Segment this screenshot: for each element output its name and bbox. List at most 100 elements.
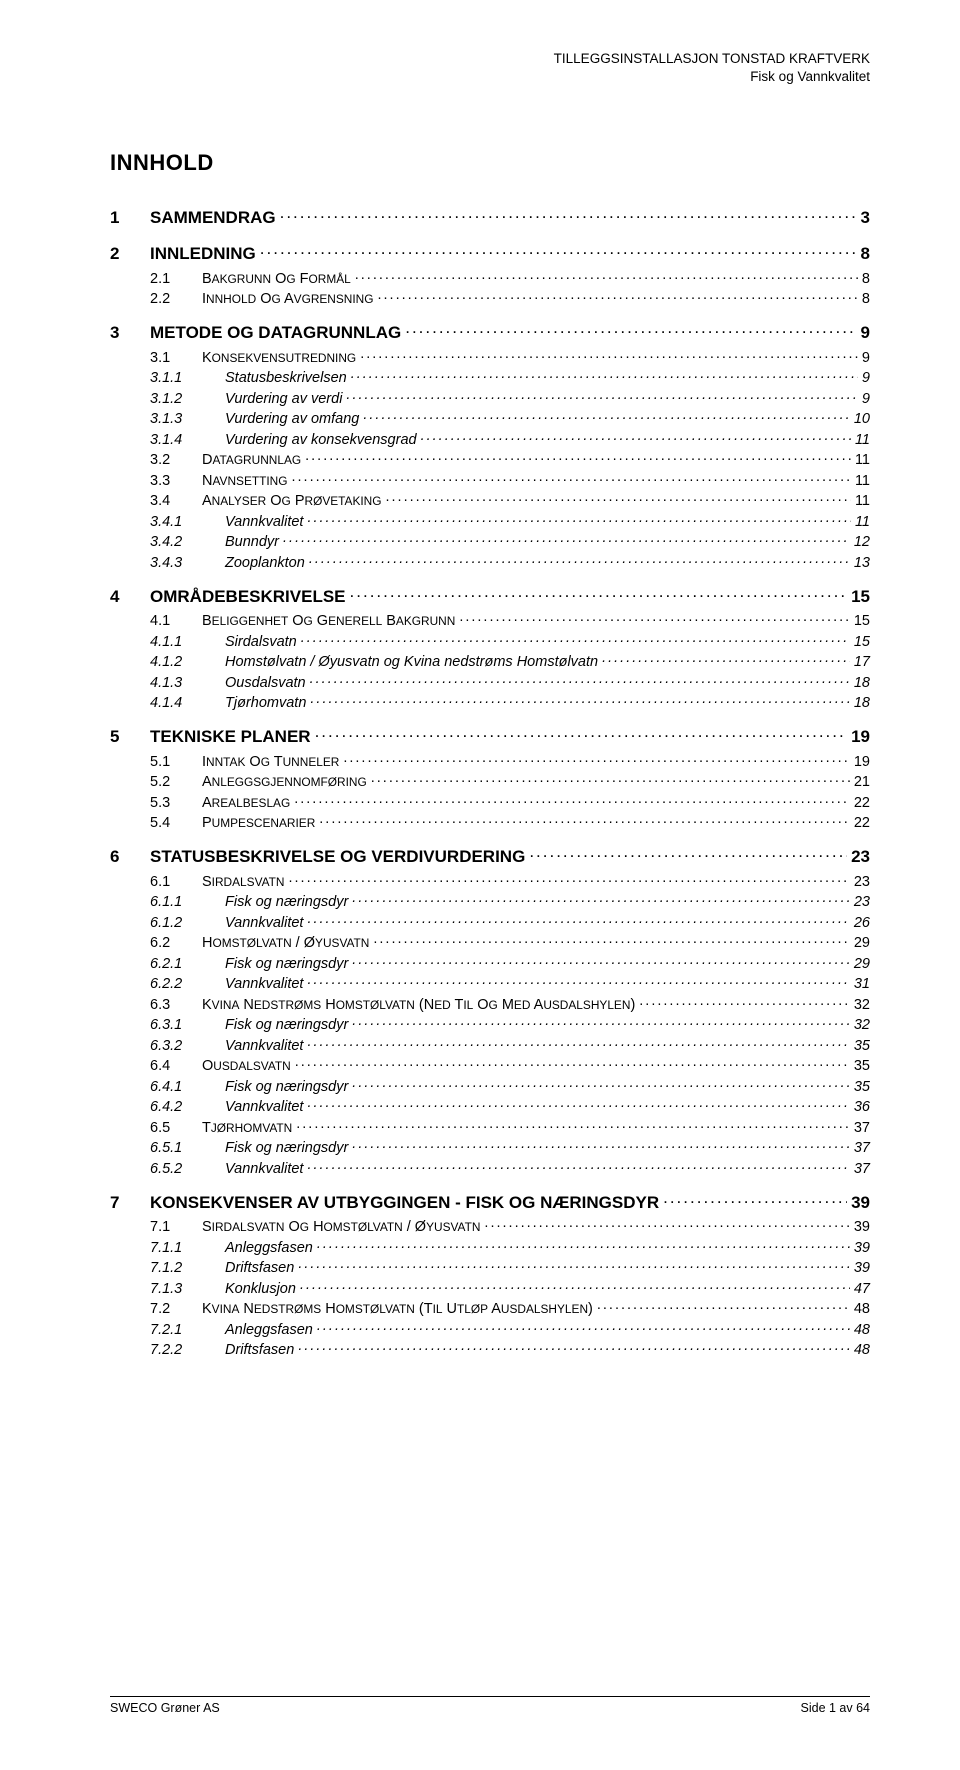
toc-entry[interactable]: 4.1.1Sirdalsvatn15 xyxy=(150,631,870,650)
toc-entry-page: 8 xyxy=(862,291,870,307)
toc-entry-text: Vannkvalitet xyxy=(225,1161,303,1177)
toc-entry[interactable]: 6.4OUSDALSVATN35 xyxy=(150,1056,870,1075)
toc-entry[interactable]: 3.2DATAGRUNNLAG11 xyxy=(150,450,870,469)
toc-entry[interactable]: 3.4.1Vannkvalitet11 xyxy=(150,511,870,530)
toc-entry[interactable]: 5.1INNTAK OG TUNNELER19 xyxy=(150,751,870,770)
toc-entry-page: 23 xyxy=(851,847,870,867)
toc-entry-page: 11 xyxy=(855,473,870,489)
toc-entry-page: 18 xyxy=(854,675,870,691)
toc-entry[interactable]: 6.2HOMSTØLVATN / ØYUSVATN29 xyxy=(150,933,870,952)
toc-entry-number: 4.1.2 xyxy=(150,654,225,670)
toc-entry[interactable]: 3.4.3Zooplankton13 xyxy=(150,552,870,571)
toc-entry[interactable]: 6.1.1Fisk og næringsdyr23 xyxy=(150,892,870,911)
toc-leader-dots xyxy=(309,552,850,567)
toc-entry[interactable]: 6.2.2Vannkvalitet31 xyxy=(150,974,870,993)
toc-entry[interactable]: 2INNLEDNING8 xyxy=(110,242,870,264)
toc-leader-dots xyxy=(352,892,850,907)
toc-entry[interactable]: 3.1.1Statusbeskrivelsen9 xyxy=(150,368,870,387)
toc-entry[interactable]: 6.5.1Fisk og næringsdyr37 xyxy=(150,1138,870,1157)
toc-entry-number: 5.4 xyxy=(150,815,202,831)
toc-entry[interactable]: 6.3.2Vannkvalitet35 xyxy=(150,1035,870,1054)
toc-entry-number: 3.1.4 xyxy=(150,432,225,448)
toc-leader-dots xyxy=(307,912,849,927)
toc-entry[interactable]: 6.3KVINA NEDSTRØMS HOMSTØLVATN (NED TIL … xyxy=(150,994,870,1013)
toc-entry[interactable]: 3.3NAVNSETTING11 xyxy=(150,470,870,489)
toc-entry[interactable]: 7.2.2Driftsfasen48 xyxy=(150,1340,870,1359)
toc-entry-page: 9 xyxy=(862,350,870,366)
toc-entry[interactable]: 4.1.3Ousdalsvatn18 xyxy=(150,672,870,691)
toc-entry[interactable]: 5.2ANLEGGSGJENNOMFØRING21 xyxy=(150,772,870,791)
toc-entry[interactable]: 6.4.1Fisk og næringsdyr35 xyxy=(150,1076,870,1095)
toc-entry[interactable]: 3.4.2Bunndyr12 xyxy=(150,532,870,551)
toc-leader-dots xyxy=(355,268,858,283)
toc-entry[interactable]: 6.4.2Vannkvalitet36 xyxy=(150,1097,870,1116)
toc-leader-dots xyxy=(352,1138,850,1153)
toc-entry[interactable]: 5TEKNISKE PLANER19 xyxy=(110,725,870,747)
toc-entry[interactable]: 7KONSEKVENSER AV UTBYGGINGEN - FISK OG N… xyxy=(110,1191,870,1213)
toc-entry-text: TJØRHOMVATN xyxy=(202,1120,292,1136)
toc-entry[interactable]: 6.3.1Fisk og næringsdyr32 xyxy=(150,1015,870,1034)
toc-entry[interactable]: 3.1.2Vurdering av verdi9 xyxy=(150,388,870,407)
toc-entry[interactable]: 3.1.4Vurdering av konsekvensgrad11 xyxy=(150,429,870,448)
toc-entry[interactable]: 4.1.4Tjørhomvatn18 xyxy=(150,693,870,712)
toc-leader-dots xyxy=(602,652,850,667)
toc-entry[interactable]: 7.1.3Konklusjon47 xyxy=(150,1278,870,1297)
page-header: TILLEGGSINSTALLASJON TONSTAD KRAFTVERK F… xyxy=(554,50,870,86)
toc-entry[interactable]: 7.2.1Anleggsfasen48 xyxy=(150,1319,870,1338)
header-line-1: TILLEGGSINSTALLASJON TONSTAD KRAFTVERK xyxy=(554,50,870,68)
toc-entry[interactable]: 3.1KONSEKVENSUTREDNING9 xyxy=(150,347,870,366)
header-line-2: Fisk og Vannkvalitet xyxy=(554,68,870,86)
toc-entry[interactable]: 6STATUSBESKRIVELSE OG VERDIVURDERING 23 xyxy=(110,845,870,867)
toc-entry-page: 8 xyxy=(861,244,870,264)
toc-entry[interactable]: 7.1SIRDALSVATN OG HOMSTØLVATN / ØYUSVATN… xyxy=(150,1217,870,1236)
toc-entry[interactable]: 6.5TJØRHOMVATN37 xyxy=(150,1117,870,1136)
toc-entry[interactable]: 3.1.3Vurdering av omfang10 xyxy=(150,409,870,428)
toc-entry-page: 11 xyxy=(855,432,870,448)
toc-entry[interactable]: 7.1.1Anleggsfasen39 xyxy=(150,1237,870,1256)
toc-entry[interactable]: 4.1.2Homstølvatn / Øyusvatn og Kvina ned… xyxy=(150,652,870,671)
toc-entry-page: 32 xyxy=(854,997,870,1013)
toc-entry[interactable]: 3METODE OG DATAGRUNNLAG9 xyxy=(110,321,870,343)
toc-entry-number: 2.1 xyxy=(150,271,202,287)
toc-entry[interactable]: 7.2KVINA NEDSTRØMS HOMSTØLVATN (TIL UTLØ… xyxy=(150,1299,870,1318)
toc-entry-number: 3.4.2 xyxy=(150,534,225,550)
toc-entry-number: 3 xyxy=(110,323,150,343)
document-page: TILLEGGSINSTALLASJON TONSTAD KRAFTVERK F… xyxy=(0,0,960,1770)
toc-entry-text: Vannkvalitet xyxy=(225,1038,303,1054)
toc-entry[interactable]: 2.1BAKGRUNN OG FORMÅL8 xyxy=(150,268,870,287)
toc-leader-dots xyxy=(307,974,849,989)
toc-leader-dots xyxy=(352,953,850,968)
toc-entry[interactable]: 6.5.2Vannkvalitet37 xyxy=(150,1158,870,1177)
toc-entry-number: 6.1.1 xyxy=(150,894,225,910)
toc-entry[interactable]: 2.2INNHOLD OG AVGRENSNING8 xyxy=(150,289,870,308)
toc-entry-number: 7 xyxy=(110,1193,150,1213)
toc-entry[interactable]: 6.2.1Fisk og næringsdyr29 xyxy=(150,953,870,972)
table-of-contents: 1SAMMENDRAG3 2INNLEDNING8 2.1BAKGRUNN OG F… xyxy=(110,206,870,1358)
toc-entry[interactable]: 4OMRÅDEBESKRIVELSE15 xyxy=(110,585,870,607)
toc-entry[interactable]: 5.3AREALBESLAG22 xyxy=(150,792,870,811)
toc-entry-page: 26 xyxy=(854,915,870,931)
toc-entry-page: 18 xyxy=(854,695,870,711)
toc-entry[interactable]: 6.1.2Vannkvalitet26 xyxy=(150,912,870,931)
toc-entry-number: 5.3 xyxy=(150,795,202,811)
toc-entry-text: STATUSBESKRIVELSE OG VERDIVURDERING xyxy=(150,847,525,867)
toc-leader-dots xyxy=(260,242,857,259)
toc-entry[interactable]: 4.1BELIGGENHET OG GENERELL BAKGRUNN15 xyxy=(150,611,870,630)
toc-entry-page: 39 xyxy=(851,1193,870,1213)
toc-entry[interactable]: 6.1SIRDALSVATN23 xyxy=(150,871,870,890)
toc-entry-page: 35 xyxy=(854,1058,870,1074)
toc-leader-dots xyxy=(315,725,848,742)
toc-entry[interactable]: 3.4ANALYSER OG PRØVETAKING11 xyxy=(150,491,870,510)
toc-entry[interactable]: 7.1.2Driftsfasen39 xyxy=(150,1258,870,1277)
toc-leader-dots xyxy=(639,994,850,1009)
toc-entry-number: 4 xyxy=(110,587,150,607)
toc-entry[interactable]: 1SAMMENDRAG3 xyxy=(110,206,870,228)
toc-entry-number: 6 xyxy=(110,847,150,867)
toc-leader-dots xyxy=(378,289,858,304)
toc-entry-number: 6.3.1 xyxy=(150,1017,225,1033)
toc-entry-text: SAMMENDRAG xyxy=(150,208,276,228)
toc-leader-dots xyxy=(296,1117,850,1132)
toc-entry-page: 23 xyxy=(854,894,870,910)
toc-entry[interactable]: 5.4PUMPESCENARIER22 xyxy=(150,813,870,832)
toc-leader-dots xyxy=(310,672,850,687)
